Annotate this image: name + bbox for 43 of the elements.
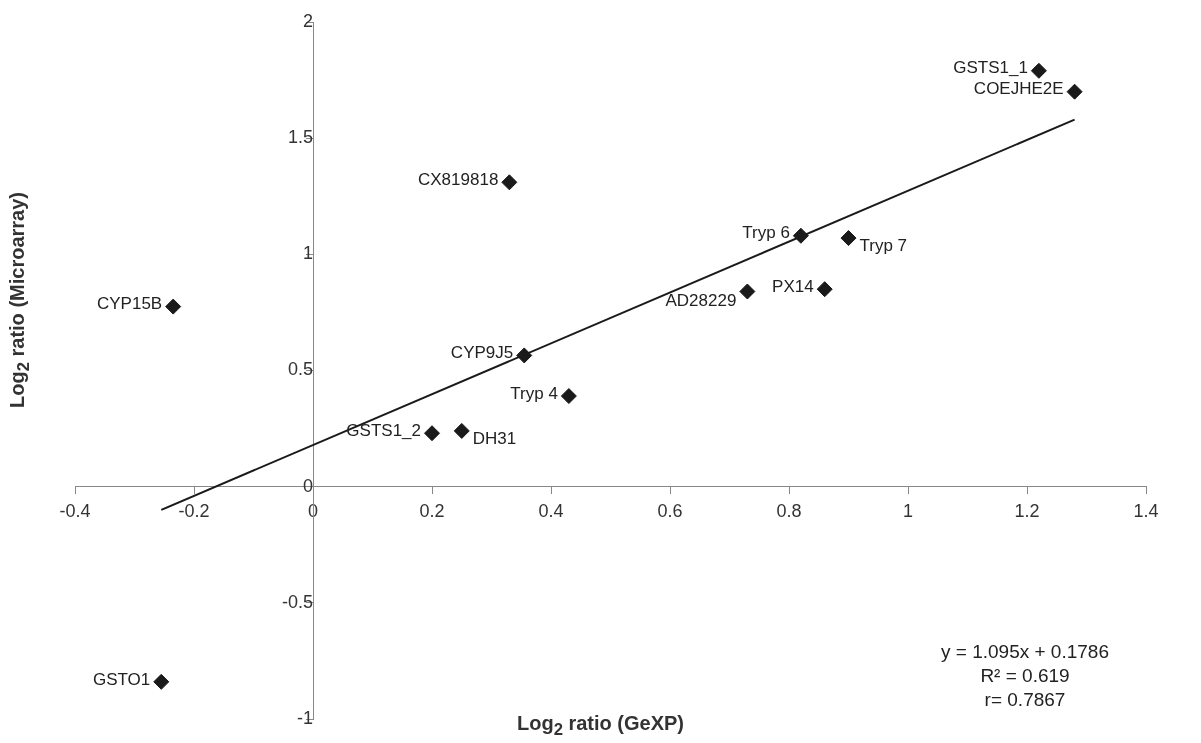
annotation: GSTS1_2 — [346, 420, 421, 440]
annotation: GSTS1_1 — [953, 58, 1028, 78]
x-tick-label: -0.2 — [178, 501, 210, 522]
x-tick-label: -0.4 — [59, 501, 91, 522]
annotation: CYP9J5 — [450, 343, 514, 363]
point — [424, 425, 440, 442]
annotation: GSTO1 — [92, 669, 151, 689]
point — [1066, 83, 1083, 100]
annotation: Tryp 7 — [859, 235, 908, 255]
point — [792, 227, 809, 244]
y-tick-label: 0.5 — [287, 359, 313, 380]
x-tick-label: 0.4 — [538, 501, 564, 522]
x-tick-label: 1.4 — [1133, 501, 1159, 522]
y-tick-label: -1 — [296, 707, 313, 728]
point — [153, 673, 170, 690]
x-tick-label: 0.2 — [419, 501, 445, 522]
annotation: CYP15B — [96, 294, 163, 314]
x-tick-label: 0.8 — [776, 501, 802, 522]
point — [560, 388, 577, 405]
point — [501, 174, 518, 191]
point — [165, 298, 182, 315]
annotation: Tryp 4 — [510, 383, 558, 403]
point — [816, 281, 833, 298]
x-axis-title: Log$_{2}$ ratio (GeXP) — [516, 712, 685, 739]
annotation: Tryp 6 — [742, 223, 790, 243]
annotation: DH31 — [472, 428, 517, 448]
point — [516, 347, 533, 364]
x-tick-label: 1 — [902, 501, 914, 522]
y-tick-label: 1.5 — [287, 127, 313, 148]
point — [739, 283, 756, 300]
annotation: PX14 — [772, 276, 814, 296]
annotation: y = 1.095x + 0.1786 — [940, 640, 1110, 664]
annotation: COEJHE2E — [973, 79, 1064, 99]
point — [840, 230, 857, 247]
annotation: AD28229 — [665, 291, 737, 311]
point — [1030, 62, 1047, 79]
point — [453, 422, 470, 439]
x-tick-label: 0.6 — [657, 501, 683, 522]
annotation: CX819818 — [418, 170, 499, 189]
annotation: r= 0.7867 — [983, 688, 1067, 712]
annotation: R² = 0.619 — [979, 664, 1071, 688]
x-tick-label: 1.2 — [1014, 501, 1040, 522]
y-tick-label: -0.5 — [281, 591, 313, 612]
